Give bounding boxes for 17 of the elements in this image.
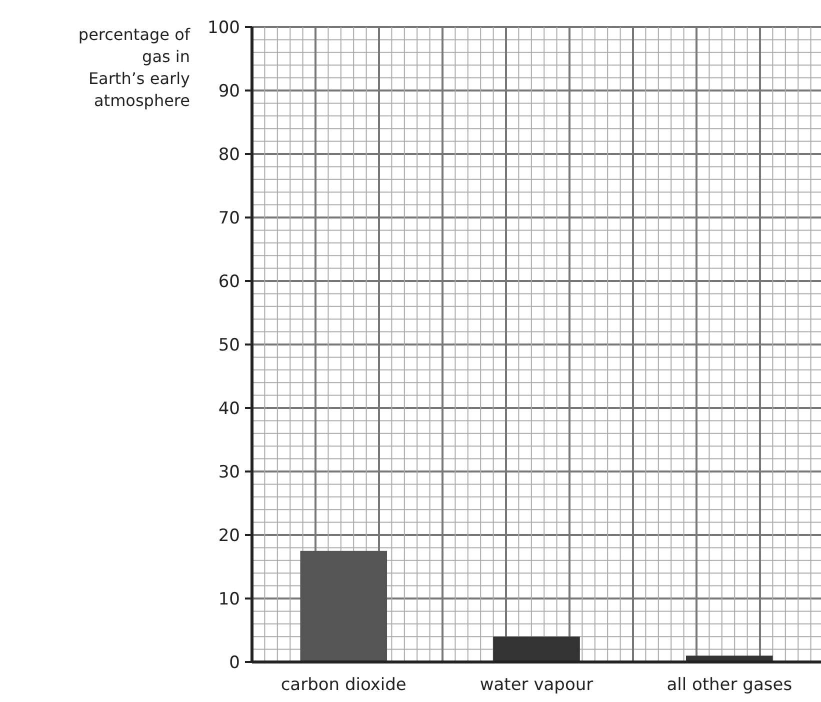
y-tick-label: 40 (218, 398, 240, 419)
y-tick-label: 10 (218, 589, 240, 610)
y-tick-label: 0 (229, 652, 240, 673)
x-tick-label: all other gases (666, 675, 792, 695)
y-tick-label: 30 (218, 462, 240, 482)
y-tick-label: 60 (218, 272, 240, 292)
y-tick-label: 80 (218, 144, 240, 165)
bar (300, 550, 388, 662)
bar (493, 636, 580, 662)
y-tick-label: 90 (218, 81, 240, 102)
y-tick-label: 70 (218, 208, 240, 228)
y-axis-title: percentage of gas in Earth’s early atmosphere (78, 25, 190, 110)
y-tick-label: 50 (218, 335, 240, 356)
x-tick-label: water vapour (480, 675, 594, 695)
y-tick-label: 20 (218, 526, 240, 546)
x-tick-label: carbon dioxide (280, 675, 406, 695)
y-tick-label: 100 (208, 18, 240, 38)
